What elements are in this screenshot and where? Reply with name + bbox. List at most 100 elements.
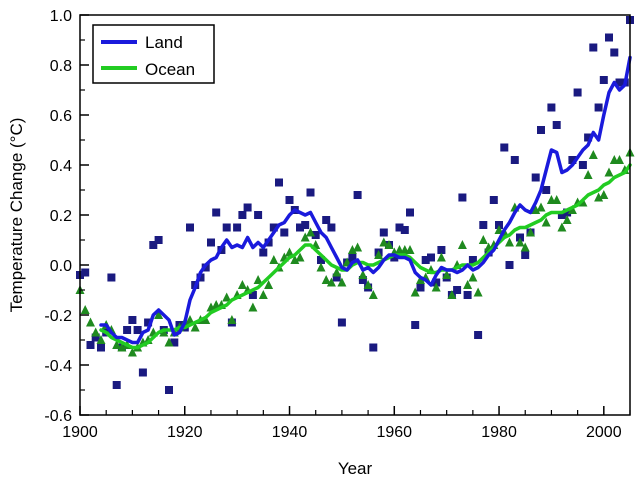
y-axis-title: Temperature Change (°C) xyxy=(7,118,26,313)
ocean-annual-point xyxy=(567,205,577,214)
x-tick-label: 1980 xyxy=(481,424,517,441)
x-tick-label: 1900 xyxy=(62,424,98,441)
ocean-annual-point xyxy=(190,322,200,332)
ocean-annual-point xyxy=(410,287,420,297)
land-annual-point xyxy=(547,103,556,112)
ocean-annual-point xyxy=(222,292,232,302)
ocean-annual-point xyxy=(185,315,195,324)
ocean-annual-point xyxy=(258,290,268,299)
ocean-annual-point xyxy=(237,280,247,289)
land-annual-point xyxy=(379,228,388,237)
ocean-annual-point xyxy=(374,250,384,259)
land-annual-point xyxy=(568,156,577,164)
land-annual-point xyxy=(238,211,247,219)
ocean-annual-point xyxy=(442,270,452,279)
land-annual-point xyxy=(107,273,116,282)
land-annual-point xyxy=(332,273,341,282)
land-annual-point xyxy=(369,343,378,352)
land-annual-point xyxy=(128,316,137,324)
land-annual-point xyxy=(458,193,467,202)
ocean-annual-point xyxy=(557,222,567,232)
land-annual-point xyxy=(311,231,320,239)
land-annual-point xyxy=(599,76,608,84)
legend: Land Ocean xyxy=(92,24,215,84)
ocean-annual-point xyxy=(384,240,394,249)
land-annual-point xyxy=(207,238,215,247)
ocean-annual-point xyxy=(112,340,122,349)
land-annual-point xyxy=(269,223,278,232)
land-annual-point xyxy=(296,223,304,232)
ocean-annual-point xyxy=(306,227,315,237)
ocean-annual-point xyxy=(80,305,90,314)
land-annual-point xyxy=(243,203,252,212)
land-annual-point xyxy=(275,178,283,187)
ocean-annual-point xyxy=(494,225,504,234)
land-annual-point xyxy=(479,221,488,229)
land-annual-point xyxy=(437,246,446,254)
land-annual-point xyxy=(327,223,336,232)
land-annual-point xyxy=(411,321,420,329)
ocean-annual-point xyxy=(473,287,483,297)
land-annual-point xyxy=(165,386,173,394)
land-annual-point xyxy=(390,253,399,262)
axis-ticks xyxy=(79,14,631,416)
ocean-annual-point xyxy=(552,195,562,204)
ocean-annual-point xyxy=(594,192,604,202)
land-annual-point xyxy=(348,253,357,262)
ocean-annual-point xyxy=(353,242,363,252)
ocean-annual-point xyxy=(332,267,342,277)
y-tick-label: -0.6 xyxy=(44,408,72,425)
land-annual-point xyxy=(537,126,545,134)
ocean-annual-point xyxy=(588,150,598,159)
land-annual-point xyxy=(552,121,561,129)
legend-label-ocean: Ocean xyxy=(145,60,195,79)
land-annual-point xyxy=(186,223,194,232)
ocean-annual-point xyxy=(368,290,378,299)
ocean-annual-point xyxy=(290,255,300,264)
land-annual-point xyxy=(521,251,530,259)
ocean-annual-point xyxy=(248,302,258,312)
ocean-annual-point xyxy=(321,275,331,284)
land-annual-point xyxy=(427,253,435,262)
land-annual-point xyxy=(322,216,331,224)
y-tick-label: 1.0 xyxy=(50,8,72,25)
x-axis-title: Year xyxy=(338,459,373,478)
land-annual-point xyxy=(280,228,289,237)
land-annual-point xyxy=(138,368,147,377)
ocean-annual-point xyxy=(227,315,237,324)
ocean-annual-point xyxy=(264,280,274,289)
ocean-smoothed-line xyxy=(99,163,632,350)
land-annual-point xyxy=(400,226,409,234)
y-tick-label: 0.6 xyxy=(50,108,72,125)
ocean-annual-point xyxy=(206,302,216,312)
ocean-annual-point xyxy=(457,240,467,249)
land-annual-point xyxy=(154,236,163,244)
ocean-annual-point xyxy=(316,262,326,272)
legend-label-land: Land xyxy=(145,33,183,52)
land-annual-point xyxy=(81,268,90,277)
axis-tick-labels: 1900 1920 1940 1960 1980 2000 -0.6 -0.4 -0.2 0.0 0… xyxy=(44,8,621,441)
ocean-annual-point xyxy=(295,252,305,262)
land-annual-point xyxy=(123,326,132,334)
x-tick-label: 1960 xyxy=(376,424,412,441)
land-annual-point xyxy=(584,133,593,142)
land-annual-point xyxy=(317,256,325,264)
land-annual-point xyxy=(468,256,477,264)
y-tick-label: -0.4 xyxy=(44,358,72,375)
ocean-annual-point xyxy=(468,272,478,282)
land-annual-point xyxy=(542,186,551,194)
land-annual-point xyxy=(557,211,566,219)
ocean-annual-point xyxy=(541,217,551,227)
land-annual-point xyxy=(170,338,179,347)
ocean-annual-point xyxy=(463,280,473,289)
ocean-annual-point xyxy=(526,227,535,237)
land-annual-point xyxy=(573,88,582,97)
land-annual-point xyxy=(489,196,498,204)
land-annual-point xyxy=(421,256,430,264)
land-annual-point xyxy=(337,318,346,327)
ocean-annual-point xyxy=(326,277,336,287)
ocean-annual-point xyxy=(91,327,101,337)
legend-box xyxy=(92,24,215,84)
y-tick-label: 0.2 xyxy=(50,208,72,225)
